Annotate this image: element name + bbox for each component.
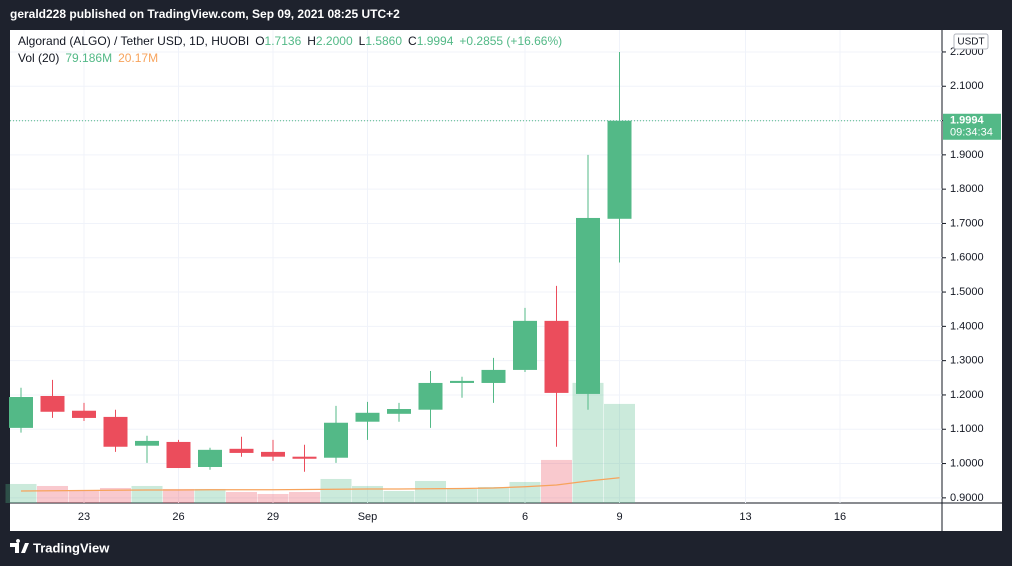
y-tick-label: 0.9000 — [950, 492, 984, 504]
candle-body — [355, 412, 380, 422]
volume-last: 79.186M — [65, 51, 112, 65]
candle-body — [450, 380, 474, 383]
logo: TradingView — [10, 539, 110, 555]
candle-body — [166, 441, 191, 469]
y-tick-label: 1.4000 — [950, 320, 984, 332]
ohlc-prefix: L — [359, 34, 366, 48]
volume-bar — [446, 488, 478, 503]
volume-name: Vol (20) — [18, 51, 59, 65]
candle-body — [513, 320, 537, 370]
ohlc-prefix: O — [255, 34, 264, 48]
volume-bar — [320, 478, 352, 503]
chart-area — [10, 30, 1002, 531]
y-tick-label: 1.8000 — [950, 183, 984, 195]
candle-body — [576, 217, 600, 394]
volume-bar — [541, 459, 572, 503]
countdown: 09:34:34 — [950, 127, 993, 139]
volume-ma-line — [20, 477, 620, 492]
volume-bar — [100, 487, 131, 503]
y-tick-label: 1.0000 — [950, 457, 984, 469]
candle-body — [229, 448, 254, 453]
candle-body — [292, 456, 317, 459]
volume-legend: Vol (20) 79.186M 20.17M — [18, 51, 158, 65]
volume-bar — [352, 485, 383, 503]
candle-body — [261, 451, 285, 457]
candle-body — [103, 416, 128, 447]
y-tick-label: 1.6000 — [950, 252, 984, 264]
brand: TradingView — [33, 540, 110, 555]
candle-body — [387, 409, 411, 414]
volume-bar — [289, 491, 320, 503]
volume-bar — [194, 488, 226, 503]
y-tick-label: 1.9000 — [950, 149, 984, 161]
y-tick-label: 1.3000 — [950, 355, 984, 367]
last-price-box — [943, 113, 1001, 140]
volume-bar — [509, 481, 541, 503]
y-tick-label: 1.2000 — [950, 389, 984, 401]
volume-bar — [5, 483, 37, 503]
logo-icon — [10, 539, 29, 553]
candle-body — [481, 369, 506, 383]
x-tick-label: 13 — [739, 511, 751, 523]
volume-bar — [226, 491, 257, 503]
candle-body — [135, 440, 159, 446]
publish-info: gerald228 published on TradingView.com, … — [10, 7, 400, 21]
volume-bar — [383, 490, 415, 503]
change: +0.2855 (+16.66%) — [459, 34, 562, 48]
candle-body — [607, 120, 632, 219]
candle-body — [72, 410, 96, 418]
x-tick-label: 29 — [267, 511, 279, 523]
x-tick-label: 23 — [78, 511, 90, 523]
y-tick-label: 2.1000 — [950, 80, 984, 92]
volume-bar — [68, 489, 100, 503]
volume-bar — [131, 485, 163, 503]
candle-body — [324, 422, 348, 458]
ohlc-prefix: H — [307, 34, 316, 48]
x-tick-label: 26 — [172, 511, 184, 523]
currency-label: USDT — [957, 37, 984, 48]
candle-body — [9, 397, 33, 428]
candle-body — [418, 382, 443, 410]
candle-body — [40, 395, 65, 412]
y-tick-label: 1.7000 — [950, 217, 984, 229]
currency-box — [953, 33, 989, 50]
x-tick-label: 6 — [522, 511, 528, 523]
ohlc-value: 1.5860 — [365, 34, 402, 48]
ohlc-value: 1.9994 — [417, 34, 454, 48]
volume-bar — [478, 486, 509, 503]
y-tick-label: 1.5000 — [950, 286, 984, 298]
symbol-legend: Algorand (ALGO) / Tether USD, 1D, HUOBI O… — [18, 34, 562, 48]
x-tick-label: Sep — [358, 511, 378, 523]
ohlc-value: 2.2000 — [316, 34, 353, 48]
candle-body — [544, 320, 569, 393]
symbol: Algorand (ALGO) / Tether USD, 1D, HUOBI — [18, 34, 249, 48]
volume-bar — [163, 488, 194, 503]
x-tick-label: 9 — [616, 511, 622, 523]
candle-body — [198, 449, 222, 467]
volume-bar — [415, 480, 446, 503]
ohlc-prefix: C — [408, 34, 417, 48]
volume-bar — [604, 403, 635, 503]
ohlc-value: 1.7136 — [265, 34, 302, 48]
y-tick-label: 1.1000 — [950, 423, 984, 435]
x-tick-label: 16 — [834, 511, 846, 523]
last-price-label: 1.9994 — [950, 115, 985, 127]
volume-bar — [37, 485, 68, 503]
volume-bar — [257, 493, 289, 503]
volume-ma: 20.17M — [118, 51, 158, 65]
